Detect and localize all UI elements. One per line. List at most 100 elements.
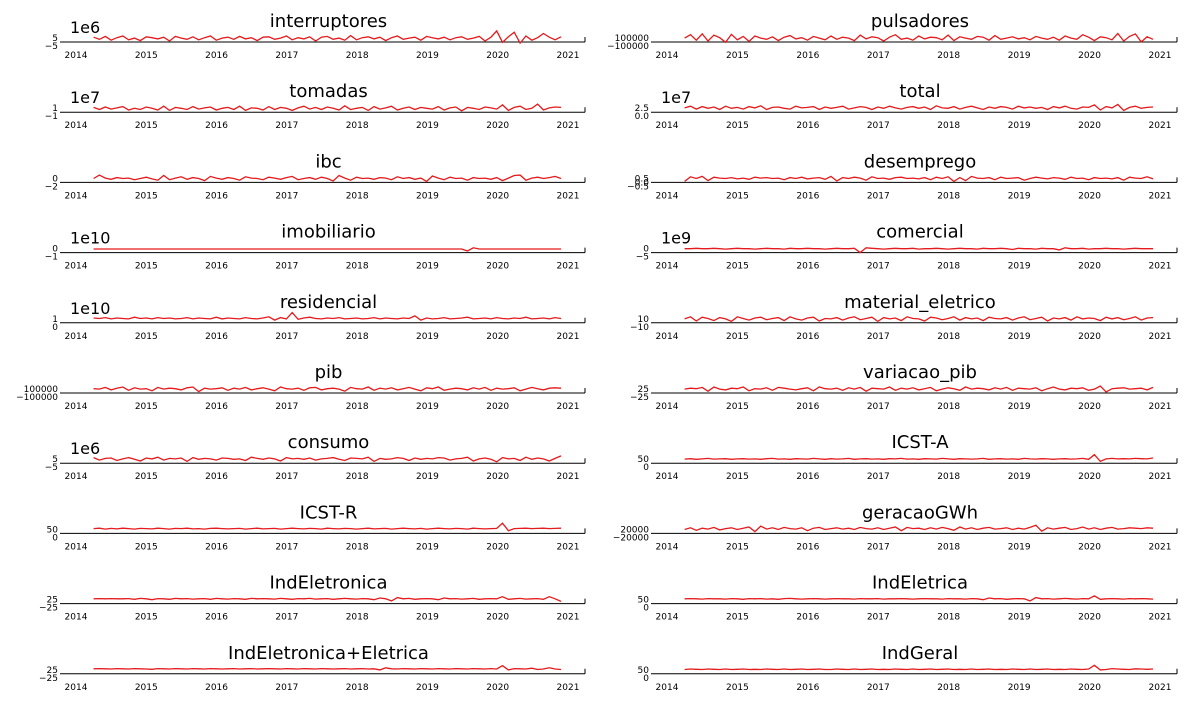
series-line xyxy=(684,175,1154,183)
x-tick-label: 2015 xyxy=(726,472,749,482)
x-tick-label: 2019 xyxy=(1008,51,1031,61)
subplot-icst-r: ICST-R 500 2014 2015 2016 2017 2018 2019 2020 202… xyxy=(47,502,586,552)
x-tick-label: 2016 xyxy=(796,472,819,482)
x-tick-label: 2021 xyxy=(557,542,580,552)
subplot-title: IndGeral xyxy=(882,643,959,664)
y-tick-label: −25 xyxy=(630,393,649,403)
x-tick-label: 2016 xyxy=(205,51,228,61)
x-tick-label: 2018 xyxy=(937,191,960,201)
offset-label: 1e9 xyxy=(661,229,691,248)
x-tick-label: 2016 xyxy=(796,121,819,131)
y-tick-label: 25 xyxy=(638,385,649,395)
x-tick-label: 2020 xyxy=(486,51,509,61)
subplot-title: interruptores xyxy=(270,11,387,32)
y-tick-label: −100000 xyxy=(16,393,58,403)
x-tick-label: 2017 xyxy=(275,683,298,693)
subplot-title: variacao_pib xyxy=(863,362,977,383)
x-tick-label: 2017 xyxy=(275,121,298,131)
x-tick-label: 2018 xyxy=(937,472,960,482)
y-tick-label: −5 xyxy=(45,42,58,52)
subplot-total: total 1e7 2.50.0 2014 2015 2016 2017 2018 2019 20… xyxy=(635,81,1178,131)
x-tick-label: 2016 xyxy=(796,683,819,693)
series-line xyxy=(684,595,1154,602)
x-tick-label: 2015 xyxy=(135,472,158,482)
x-tick-label: 2015 xyxy=(135,332,158,342)
x-tick-label: 2020 xyxy=(486,121,509,131)
y-tick-label: 100000 xyxy=(24,385,59,395)
y-tick-label: 50 xyxy=(638,666,650,676)
series-line xyxy=(684,385,1154,393)
x-tick-label: 2018 xyxy=(937,262,960,272)
x-tick-label: 2017 xyxy=(867,613,890,623)
x-tick-label: 2014 xyxy=(656,472,679,482)
x-tick-label: 2019 xyxy=(416,542,439,552)
x-tick-label: 2016 xyxy=(796,332,819,342)
y-tick-label: 0.0 xyxy=(635,112,650,122)
x-tick-label: 2018 xyxy=(346,472,369,482)
x-tick-label: 2021 xyxy=(557,683,580,693)
x-tick-label: 2018 xyxy=(937,542,960,552)
series-line xyxy=(684,32,1154,44)
subplot-title: ICST-A xyxy=(891,432,949,453)
x-tick-label: 2016 xyxy=(205,542,228,552)
x-tick-label: 2018 xyxy=(346,683,369,693)
x-tick-label: 2016 xyxy=(205,472,228,482)
y-tick-label: 50 xyxy=(638,455,650,465)
x-tick-label: 2015 xyxy=(726,51,749,61)
x-tick-label: 2020 xyxy=(486,332,509,342)
y-tick-label: 20000 xyxy=(620,525,649,535)
x-tick-label: 2014 xyxy=(656,683,679,693)
subplot-comercial: comercial 1e9 0−5 2014 2015 2016 2017 2018 2019 2… xyxy=(636,222,1178,272)
subplot-variacao-pib: variacao_pib 25−25 2014 2015 2016 2017 2018 201… xyxy=(630,362,1178,412)
x-tick-label: 2019 xyxy=(416,121,439,131)
y-tick-label: 100000 xyxy=(615,34,650,44)
x-tick-label: 2015 xyxy=(726,121,749,131)
x-tick-label: 2015 xyxy=(726,191,749,201)
series-line xyxy=(93,386,562,393)
x-tick-label: 2019 xyxy=(416,613,439,623)
x-tick-label: 2019 xyxy=(1008,542,1031,552)
x-tick-label: 2017 xyxy=(275,402,298,412)
series-line xyxy=(684,453,1154,463)
x-tick-label: 2020 xyxy=(486,472,509,482)
x-tick-label: 2021 xyxy=(1149,683,1172,693)
y-tick-label: −1 xyxy=(45,112,58,122)
x-tick-label: 2020 xyxy=(1078,51,1101,61)
x-tick-label: 2021 xyxy=(1149,51,1172,61)
x-tick-label: 2018 xyxy=(346,262,369,272)
y-tick-label: −0.5 xyxy=(627,182,649,192)
x-tick-label: 2015 xyxy=(135,191,158,201)
y-tick-label: 5 xyxy=(52,455,58,465)
series-line xyxy=(93,664,562,671)
subplot-title: imobiliario xyxy=(281,222,375,243)
x-tick-label: 2016 xyxy=(796,402,819,412)
series-line xyxy=(684,247,1153,254)
x-tick-label: 2015 xyxy=(726,542,749,552)
subplot-title: ibc xyxy=(315,151,341,172)
subplot-indeletronica: IndEletronica 25−25 2014 2015 2016 2017 2018 20… xyxy=(39,573,586,623)
x-tick-label: 2019 xyxy=(416,683,439,693)
x-tick-label: 2018 xyxy=(346,121,369,131)
x-tick-label: 2017 xyxy=(275,542,298,552)
x-tick-label: 2016 xyxy=(205,332,228,342)
subplot-title: tomadas xyxy=(289,81,367,102)
x-tick-label: 2014 xyxy=(65,121,88,131)
subplot-residencial: residencial 1e10 10 2014 2015 2016 2017 2018 201… xyxy=(52,292,586,342)
x-tick-label: 2014 xyxy=(65,542,88,552)
series-line xyxy=(684,316,1154,323)
x-tick-label: 2016 xyxy=(205,683,228,693)
x-tick-label: 2014 xyxy=(656,51,679,61)
series-line xyxy=(93,247,561,252)
subplot-title: desemprego xyxy=(864,151,976,172)
subplot-indeletrica: IndEletrica 500 2014 2015 2016 2017 2018 2019 20… xyxy=(638,573,1178,623)
y-tick-label: −20000 xyxy=(613,533,649,543)
y-tick-label: 50 xyxy=(638,596,650,606)
x-tick-label: 2014 xyxy=(65,262,88,272)
subplot-geracaogwh: geracaoGWh 20000−20000 2014 2015 2016 2017 201… xyxy=(613,502,1178,552)
x-tick-label: 2019 xyxy=(416,472,439,482)
x-tick-label: 2020 xyxy=(1078,472,1101,482)
subplot-title: pulsadores xyxy=(871,11,969,32)
x-tick-label: 2019 xyxy=(416,332,439,342)
x-tick-label: 2017 xyxy=(867,542,890,552)
x-tick-label: 2014 xyxy=(656,402,679,412)
